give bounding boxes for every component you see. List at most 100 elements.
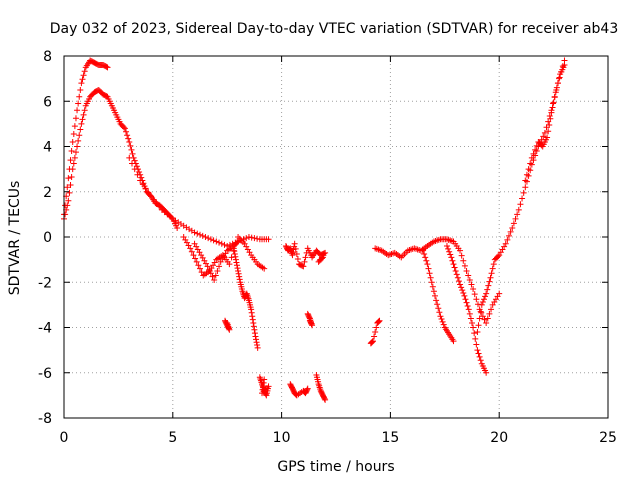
data-point (260, 383, 267, 390)
x-tick-label: 20 (490, 430, 508, 446)
data-point (207, 270, 214, 277)
data-point (71, 154, 78, 161)
series-cluster-11.3h (304, 310, 316, 329)
data-point (424, 261, 431, 268)
data-point (466, 310, 473, 317)
data-point (477, 308, 484, 315)
data-point (463, 299, 470, 306)
series-drop-18h (443, 243, 490, 376)
data-point (434, 301, 441, 308)
data-point (210, 237, 217, 244)
data-point (78, 80, 85, 87)
data-point (74, 143, 81, 150)
data-point (77, 126, 84, 133)
data-point (376, 317, 383, 324)
x-tick-label: 10 (273, 430, 291, 446)
data-point (470, 324, 477, 331)
data-point (476, 353, 483, 360)
data-point (304, 386, 311, 393)
data-point (454, 274, 461, 281)
data-point (234, 265, 241, 272)
data-point (487, 274, 494, 281)
data-point (483, 290, 490, 297)
data-point (235, 238, 242, 245)
data-point (235, 270, 242, 277)
data-point (468, 281, 475, 288)
data-point (294, 256, 301, 263)
data-point (551, 94, 558, 101)
data-point (64, 184, 71, 191)
data-point (509, 224, 516, 231)
data-point (191, 229, 198, 236)
data-point (453, 271, 460, 278)
data-point (248, 306, 255, 313)
data-point (486, 310, 493, 317)
data-point (249, 316, 256, 323)
data-point (485, 282, 492, 289)
data-point (188, 248, 195, 255)
data-point (546, 122, 553, 129)
data-point (79, 116, 86, 123)
data-point (465, 272, 472, 279)
data-point (228, 254, 235, 261)
data-point (259, 386, 266, 393)
data-point (120, 124, 127, 131)
data-point (70, 160, 77, 167)
data-point (533, 142, 540, 149)
data-point (427, 274, 434, 281)
data-point (319, 254, 326, 261)
axis-ticks: 0 5 10 15 20 25 -8 -6 -4 -2 0 2 4 6 8 (38, 49, 617, 446)
data-point (125, 135, 132, 142)
data-point (459, 287, 466, 294)
data-point (471, 291, 478, 298)
data-point (522, 184, 529, 191)
data-point (65, 175, 72, 182)
data-point (187, 245, 194, 252)
data-point (550, 99, 557, 106)
data-point (131, 157, 138, 164)
data-point (224, 319, 231, 326)
data-point (103, 63, 110, 70)
x-axis-label: GPS time / hours (277, 459, 394, 475)
grid-lines (64, 56, 608, 418)
data-point (556, 74, 563, 81)
data-point (134, 171, 141, 178)
data-point (478, 309, 485, 316)
y-tick-label: 8 (43, 49, 52, 65)
series-track-15h (372, 236, 503, 326)
data-point (432, 292, 439, 299)
data-point (252, 333, 259, 340)
data-point (450, 338, 457, 345)
data-point (507, 228, 514, 235)
data-point (488, 270, 495, 277)
data-point (547, 115, 554, 122)
series-drop-17h (420, 247, 457, 345)
data-point (461, 292, 468, 299)
data-point (126, 138, 133, 145)
data-point (440, 321, 447, 328)
data-point (447, 251, 454, 258)
data-point (369, 338, 376, 345)
data-point (259, 390, 266, 397)
data-point (445, 245, 452, 252)
data-point (232, 256, 239, 263)
series-rise-late (474, 57, 568, 336)
data-point (140, 180, 147, 187)
data-point (254, 342, 261, 349)
series-drop-8h (230, 245, 261, 351)
data-point (306, 317, 313, 324)
series-mid-track-b (180, 234, 268, 279)
series-scatter-10.5h (282, 240, 329, 270)
data-point (124, 132, 131, 139)
data-point (194, 230, 201, 237)
data-point (466, 276, 473, 283)
data-point (214, 267, 221, 274)
x-tick-label: 0 (60, 430, 69, 446)
data-point (455, 278, 462, 285)
series-upper-late (522, 62, 568, 184)
y-tick-label: 0 (43, 230, 52, 246)
data-point (231, 248, 238, 255)
data-point (232, 253, 239, 260)
x-tick-label: 15 (381, 430, 399, 446)
data-point (129, 160, 135, 167)
